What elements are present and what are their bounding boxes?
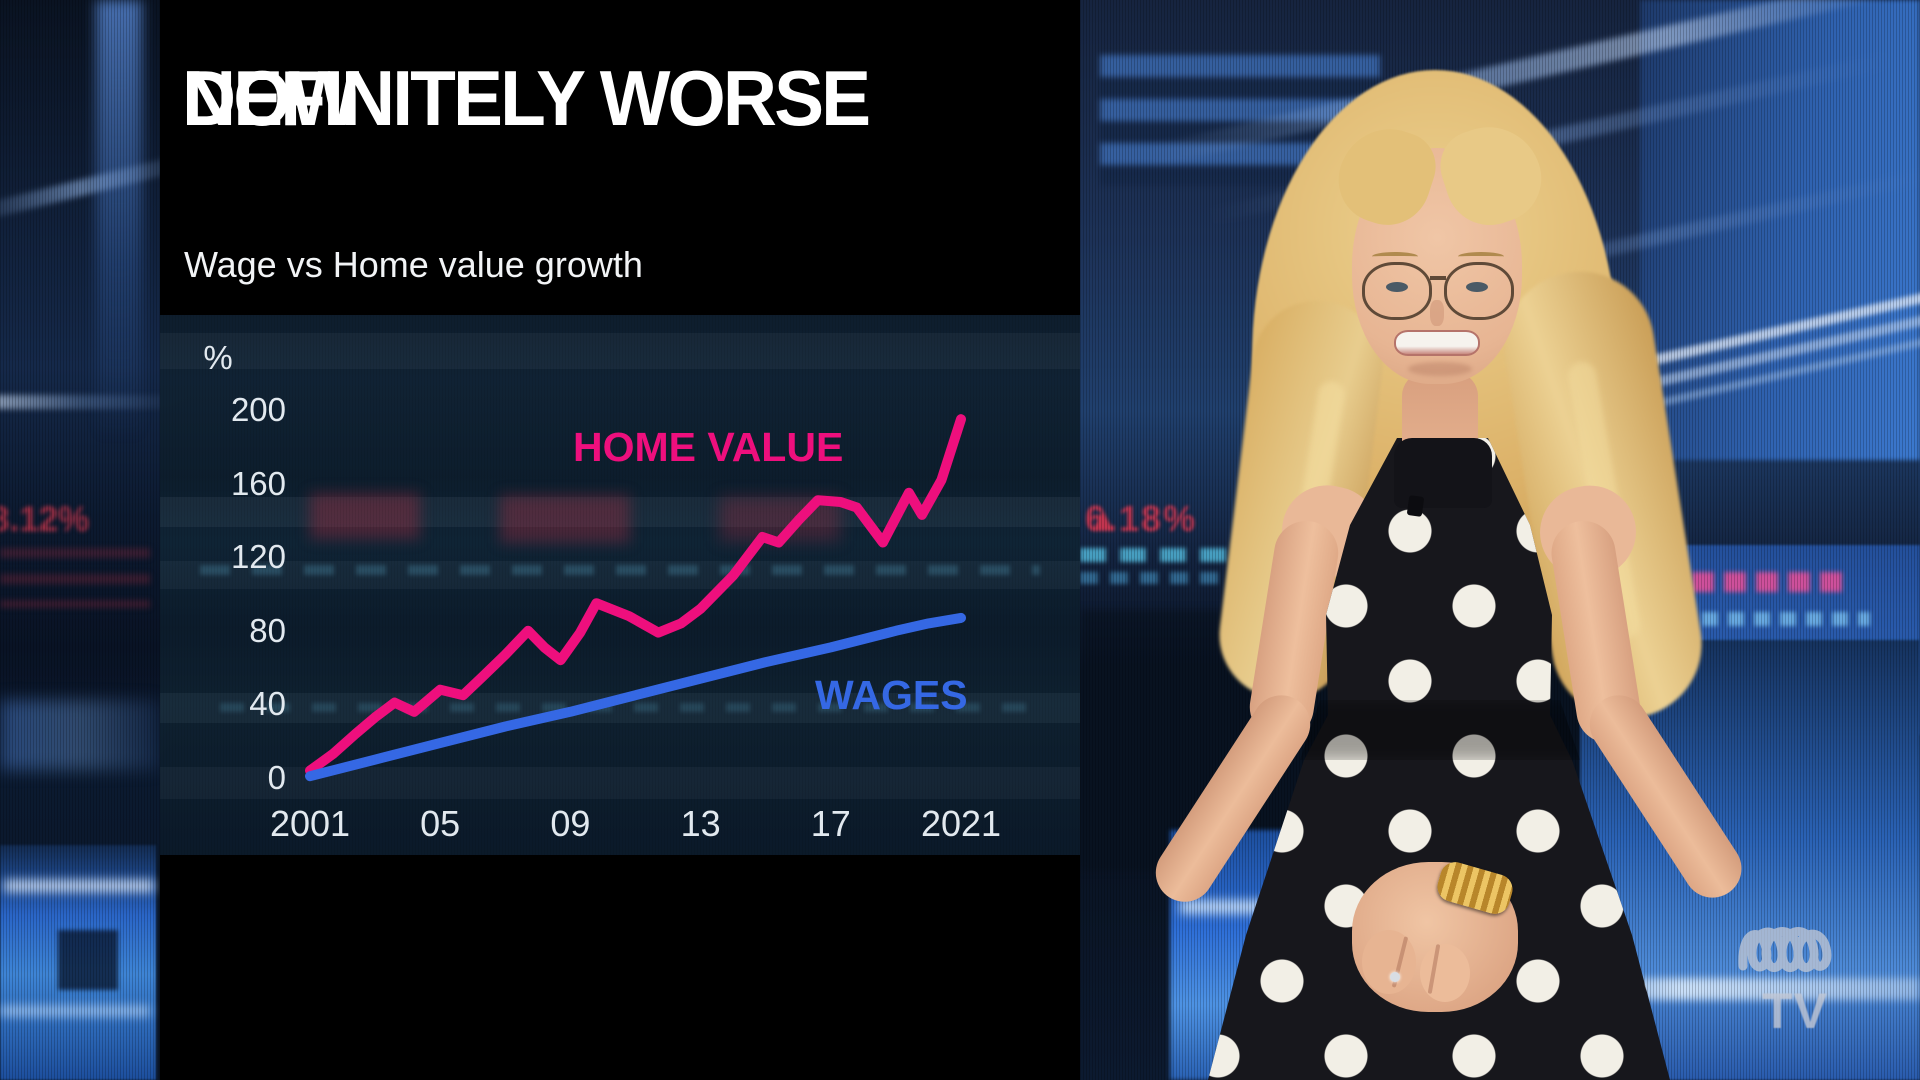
studio-light-streak <box>0 395 190 409</box>
abc-tv-text: TV <box>1762 983 1828 1039</box>
background-ticker-bleed <box>500 495 630 543</box>
background-ticker-bleed <box>220 703 1040 712</box>
monitor-shadow <box>58 930 118 990</box>
studio-screen-glow <box>96 0 142 440</box>
chart-title-line1: DEFINITELY WORSE <box>182 54 871 142</box>
abc-wave-icon <box>1738 927 1832 973</box>
background-ticker-right: ▲ 6.18% <box>1085 498 1305 540</box>
background-ticker-rows <box>1080 572 1290 584</box>
background-ticker-bleed <box>310 493 420 539</box>
chart-title-line2: NOW <box>182 54 359 142</box>
studio-light-streak <box>1520 978 1920 1000</box>
background-ticker-left: 8.12% <box>0 500 90 539</box>
abc-tv-watermark: TV <box>1735 908 1855 1048</box>
chart-subtitle: Wage vs Home value growth <box>184 244 643 285</box>
ticker-value: 6.18% <box>1085 498 1198 539</box>
studio-monitor <box>1170 830 1420 1080</box>
background-band <box>160 767 1080 799</box>
background-ticker-rows <box>1080 548 1280 562</box>
studio-backdrop-left: 8.12% <box>0 0 199 1080</box>
chart-plot-background <box>160 315 1080 855</box>
chart-graphic-panel: DEFINITELY WORSE NOW Wage vs Home value … <box>160 0 1080 1080</box>
background-ticker-rows <box>1650 612 1870 626</box>
background-ticker-bleed <box>720 497 840 541</box>
background-ticker-rows <box>1230 588 1290 604</box>
background-ticker-rows <box>1660 572 1850 592</box>
studio-screen-glow <box>0 700 160 770</box>
up-triangle-icon: ▲ <box>1085 498 1123 539</box>
monitor-glow <box>4 880 154 892</box>
monitor-glow <box>0 1006 150 1016</box>
source-block: Source: CoreLogic Twitter @ElysseMorgan <box>160 855 1080 1080</box>
background-band <box>160 333 1080 369</box>
monitor-glow <box>1180 900 1410 914</box>
background-ticker-bleed <box>200 565 1040 575</box>
title-block: DEFINITELY WORSE NOW Wage vs Home value … <box>160 0 1080 315</box>
background-ticker-rows <box>0 548 150 608</box>
